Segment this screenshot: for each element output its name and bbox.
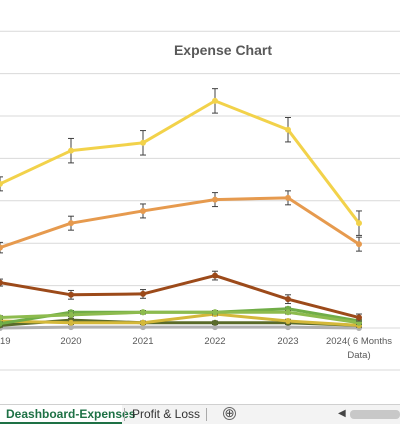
data-point xyxy=(140,319,146,326)
data-point xyxy=(0,314,3,321)
data-point xyxy=(0,244,3,251)
series-line xyxy=(0,196,360,250)
data-point xyxy=(285,318,291,325)
data-point xyxy=(285,194,291,201)
tab-divider xyxy=(124,408,125,421)
data-point xyxy=(212,319,218,326)
data-point xyxy=(285,126,291,133)
series-line xyxy=(0,310,360,325)
sheet-tab-deashboard-expenses[interactable]: Deashboard-Expenses xyxy=(0,405,135,424)
series-line xyxy=(0,274,360,319)
data-point xyxy=(212,196,218,203)
data-point xyxy=(0,279,3,286)
data-point xyxy=(212,272,218,279)
tab-divider xyxy=(206,408,207,421)
data-point xyxy=(68,220,74,227)
x-tick-label: 2022 xyxy=(204,336,225,347)
data-point xyxy=(356,314,362,321)
data-point xyxy=(140,290,146,297)
chart-title: Expense Chart xyxy=(174,42,272,58)
add-sheet-icon[interactable]: ⊕ xyxy=(223,406,236,420)
data-point xyxy=(68,147,74,154)
chart-canvas: Expense Chart 19 2020 2021 2022 2023 2024( 6 M… xyxy=(0,30,400,371)
series-line xyxy=(0,99,361,225)
data-point xyxy=(0,180,3,187)
x-tick-label: 2021 xyxy=(132,336,153,347)
data-point xyxy=(140,139,146,146)
data-point xyxy=(68,311,74,318)
data-point xyxy=(68,291,74,298)
data-point xyxy=(68,319,74,326)
data-point xyxy=(140,324,146,331)
x-tick-label: 2023 xyxy=(277,336,298,347)
series-line xyxy=(0,312,360,327)
data-point xyxy=(285,296,291,303)
horizontal-scrollbar[interactable]: ◀ xyxy=(336,407,400,422)
sheet-tab-bar: Deashboard-Expenses Profit & Loss ⊕ ◀ xyxy=(0,404,400,424)
data-point xyxy=(0,320,3,327)
data-point xyxy=(212,97,218,104)
data-point xyxy=(212,309,218,316)
data-point xyxy=(285,309,291,316)
data-point xyxy=(212,324,218,331)
scroll-left-icon[interactable]: ◀ xyxy=(338,408,346,419)
data-point xyxy=(356,220,362,227)
x-tick-label: 2020 xyxy=(60,336,81,347)
data-point xyxy=(285,324,291,331)
data-point xyxy=(140,309,146,316)
x-tick-label: Data) xyxy=(347,350,370,361)
data-point xyxy=(140,207,146,214)
scroll-thumb[interactable] xyxy=(350,410,400,419)
x-tick-label: 19 xyxy=(0,336,11,347)
data-point xyxy=(356,241,362,248)
expense-chart[interactable]: Expense Chart 19 2020 2021 2022 2023 2024( 6 M… xyxy=(0,0,400,404)
series-line xyxy=(0,325,360,330)
data-point xyxy=(68,324,74,331)
sheet-tab-profit-loss[interactable]: Profit & Loss xyxy=(132,407,201,421)
x-tick-label: 2024( 6 Months xyxy=(326,336,392,347)
